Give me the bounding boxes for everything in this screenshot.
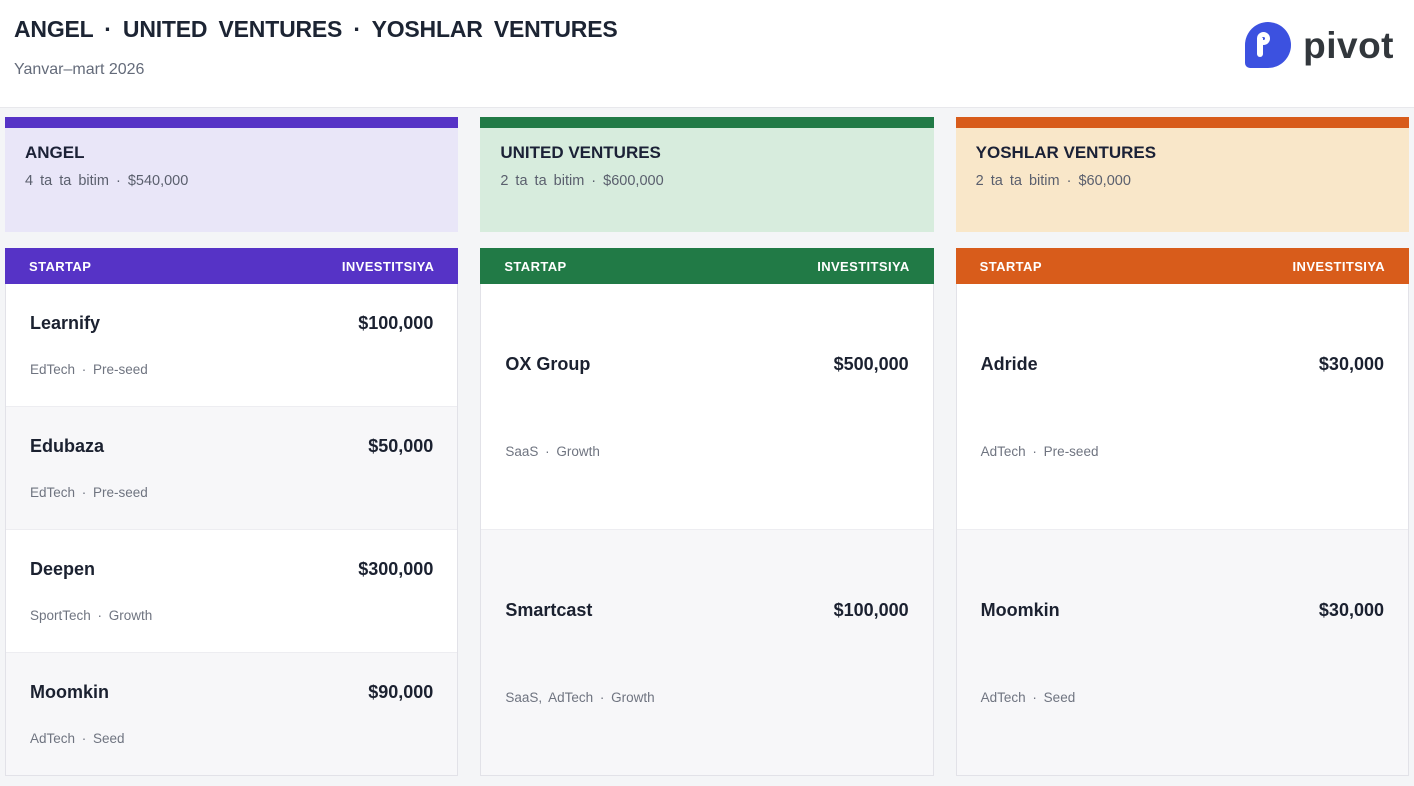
deals-table: STARTAP INVESTITSIYA Learnify $100,000 E… (5, 248, 459, 776)
fund-name: UNITED VENTURES (500, 143, 661, 162)
startup-name: Smartcast (505, 599, 593, 620)
investment-amount: $500,000 (833, 353, 909, 374)
funds-grid: ANGEL 4 ta ta bitim · $540,000 STARTAP I… (0, 108, 1414, 776)
deals-table-header: STARTAP INVESTITSIYA (955, 248, 1409, 284)
fund-name: ANGEL (25, 143, 85, 162)
startup-tags: AdTech · Seed (980, 690, 1076, 706)
startup-tags: EdTech · Pre-seed (30, 485, 148, 501)
table-row: Learnify $100,000 EdTech · Pre-seed (6, 284, 457, 406)
table-row: Adride $30,000 AdTech · Pre-seed (957, 284, 1408, 529)
fund-meta: 4 ta ta bitim · $540,000 (25, 173, 189, 189)
startup-tags: SportTech · Growth (30, 608, 153, 624)
fund-summary-card: UNITED VENTURES 2 ta ta bitim · $600,000 (480, 117, 934, 232)
logo-p-stem (1257, 38, 1263, 57)
startup-tags: SaaS · Growth (505, 444, 600, 460)
fund-name: YOSHLAR VENTURES (975, 143, 1157, 162)
startup-name: Moomkin (30, 681, 109, 702)
deals-table-header: STARTAP INVESTITSIYA (480, 248, 934, 284)
pivot-logo-icon (1245, 22, 1292, 68)
startup-name: Adride (980, 353, 1038, 374)
startup-name: Edubaza (30, 435, 105, 456)
investment-amount: $100,000 (833, 599, 909, 620)
fund-accent-bar (480, 117, 934, 128)
investment-amount: $100,000 (358, 312, 434, 333)
logo-p-bowl (1257, 32, 1271, 45)
table-row: Moomkin $90,000 AdTech · Seed (6, 652, 458, 775)
app-header: ANGEL · UNITED VENTURES · YOSHLAR VENTUR… (0, 0, 1414, 108)
column-header-startup: STARTAP (29, 258, 92, 274)
fund-accent-bar (5, 117, 459, 128)
startup-name: Learnify (30, 312, 101, 333)
investment-amount: $90,000 (368, 681, 434, 702)
fund-meta: 2 ta ta bitim · $600,000 (500, 173, 664, 189)
startup-name: Deepen (30, 558, 96, 579)
report-period: Yanvar–mart 2026 (14, 61, 145, 78)
startup-tags: SaaS, AdTech · Growth (505, 690, 655, 706)
fund-summary-card: ANGEL 4 ta ta bitim · $540,000 (5, 117, 459, 232)
startup-tags: AdTech · Pre-seed (980, 444, 1099, 460)
fund-meta: 2 ta ta bitim · $60,000 (975, 173, 1131, 189)
table-row: Edubaza $50,000 EdTech · Pre-seed (6, 406, 458, 529)
investment-amount: $30,000 (1318, 353, 1384, 374)
header-titles: ANGEL · UNITED VENTURES · YOSHLAR VENTUR… (14, 16, 618, 79)
column-header-investment: INVESTITSIYA (1292, 258, 1385, 274)
table-row: Deepen $300,000 SportTech · Growth (6, 529, 458, 652)
startup-name: Moomkin (980, 599, 1060, 620)
fund-summary-card: YOSHLAR VENTURES 2 ta ta bitim · $60,000 (955, 117, 1409, 232)
fund-accent-bar (955, 117, 1409, 128)
startup-tags: AdTech · Seed (30, 731, 125, 747)
table-row: Moomkin $30,000 AdTech · Seed (956, 529, 1408, 775)
fund-column-united-ventures: UNITED VENTURES 2 ta ta bitim · $600,000… (480, 117, 934, 776)
pivot-wordmark: pivot (1303, 24, 1394, 66)
deals-table: STARTAP INVESTITSIYA OX Group $500,000 S… (480, 248, 934, 776)
investment-amount: $50,000 (368, 435, 434, 456)
column-header-investment: INVESTITSIYA (817, 258, 910, 274)
column-header-startup: STARTAP (979, 258, 1042, 274)
table-row: OX Group $500,000 SaaS · Growth (481, 284, 932, 529)
investment-amount: $300,000 (358, 558, 434, 579)
deals-table: STARTAP INVESTITSIYA Adride $30,000 AdTe… (955, 248, 1409, 776)
table-row: Smartcast $100,000 SaaS, AdTech · Growth (481, 529, 933, 775)
deals-table-header: STARTAP INVESTITSIYA (5, 248, 459, 284)
page-title: ANGEL · UNITED VENTURES · YOSHLAR VENTUR… (14, 16, 618, 42)
startup-name: OX Group (505, 353, 591, 374)
investment-amount: $30,000 (1318, 599, 1384, 620)
fund-column-yoshlar-ventures: YOSHLAR VENTURES 2 ta ta bitim · $60,000… (955, 117, 1409, 776)
fund-column-angel: ANGEL 4 ta ta bitim · $540,000 STARTAP I… (5, 117, 459, 776)
column-header-startup: STARTAP (504, 258, 567, 274)
column-header-investment: INVESTITSIYA (341, 258, 435, 274)
startup-tags: EdTech · Pre-seed (30, 362, 148, 378)
pivot-logo: pivot (1245, 22, 1394, 68)
